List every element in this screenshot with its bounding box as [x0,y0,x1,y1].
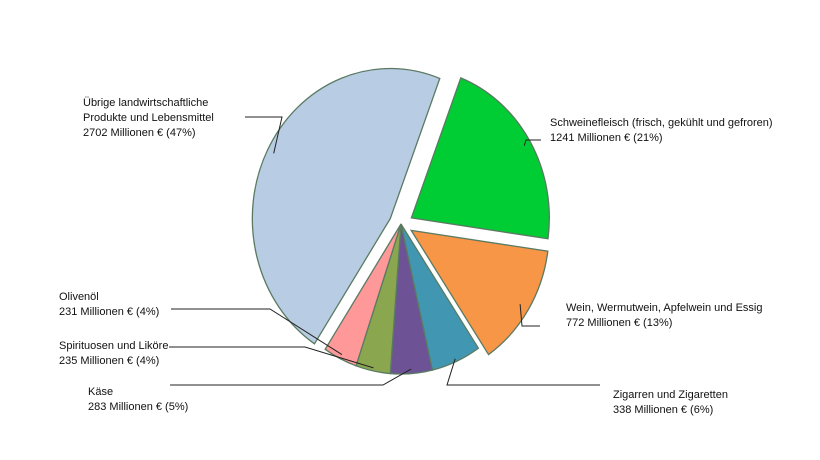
slice-label-spirituosen: Spirituosen und Liköre 235 Millionen € (… [59,339,168,369]
slice-name-line: Spirituosen und Liköre [59,340,169,352]
pie-slice-wein [409,229,549,356]
slice-name-line: Olivenöl [59,291,99,303]
leader-line-kaese [170,368,412,386]
leader-line-olivenoel [171,308,343,356]
slice-value: 231 Millionen € (4%) [59,306,160,318]
slice-name-line: Wein, Wermutwein, Apfelwein und Essig [566,302,763,314]
slice-name-line: Käse [88,386,114,398]
pie-slice-schweinefleisch [410,77,550,240]
pie-slices [251,67,550,375]
slice-value: 2702 Millionen € (47%) [83,127,196,139]
slice-label-wein: Wein, Wermutwein, Apfelwein und Essig 77… [566,301,762,331]
leader-line-wein [519,304,540,327]
slice-label-uebrige: Übrige landwirtschaftliche Produkte und … [83,96,214,141]
slice-value: 1241 Millionen € (21%) [550,132,663,144]
pie-slice-olivenoel [324,223,402,367]
slice-label-kaese: Käse 283 Millionen € (5%) [88,385,188,415]
slice-name-line: Schweinefleisch (frisch, gekühlt und gef… [550,117,773,129]
leader-line-uebrige [245,116,283,154]
leader-line-schweinefleisch [523,139,541,146]
slice-name-line: Zigarren und Zigaretten [613,389,728,401]
leader-line-zigarren [446,358,600,386]
slice-name-line: Produkte und Lebensmittel [83,112,214,124]
slice-value: 772 Millionen € (13%) [566,317,673,329]
slice-value: 235 Millionen € (4%) [59,355,160,367]
slice-value: 338 Millionen € (6%) [613,404,714,416]
slice-label-schweinefleisch: Schweinefleisch (frisch, gekühlt und gef… [550,116,773,146]
slice-label-olivenoel: Olivenöl 231 Millionen € (4%) [59,290,159,320]
slice-name-line: Übrige landwirtschaftliche [83,97,209,109]
pie-slice-uebrige [251,67,441,345]
slice-label-zigarren: Zigarren und Zigaretten 338 Millionen € … [613,388,728,418]
leader-line-spirituosen [169,346,374,369]
leader-lines [169,116,600,386]
slice-value: 283 Millionen € (5%) [88,401,189,413]
